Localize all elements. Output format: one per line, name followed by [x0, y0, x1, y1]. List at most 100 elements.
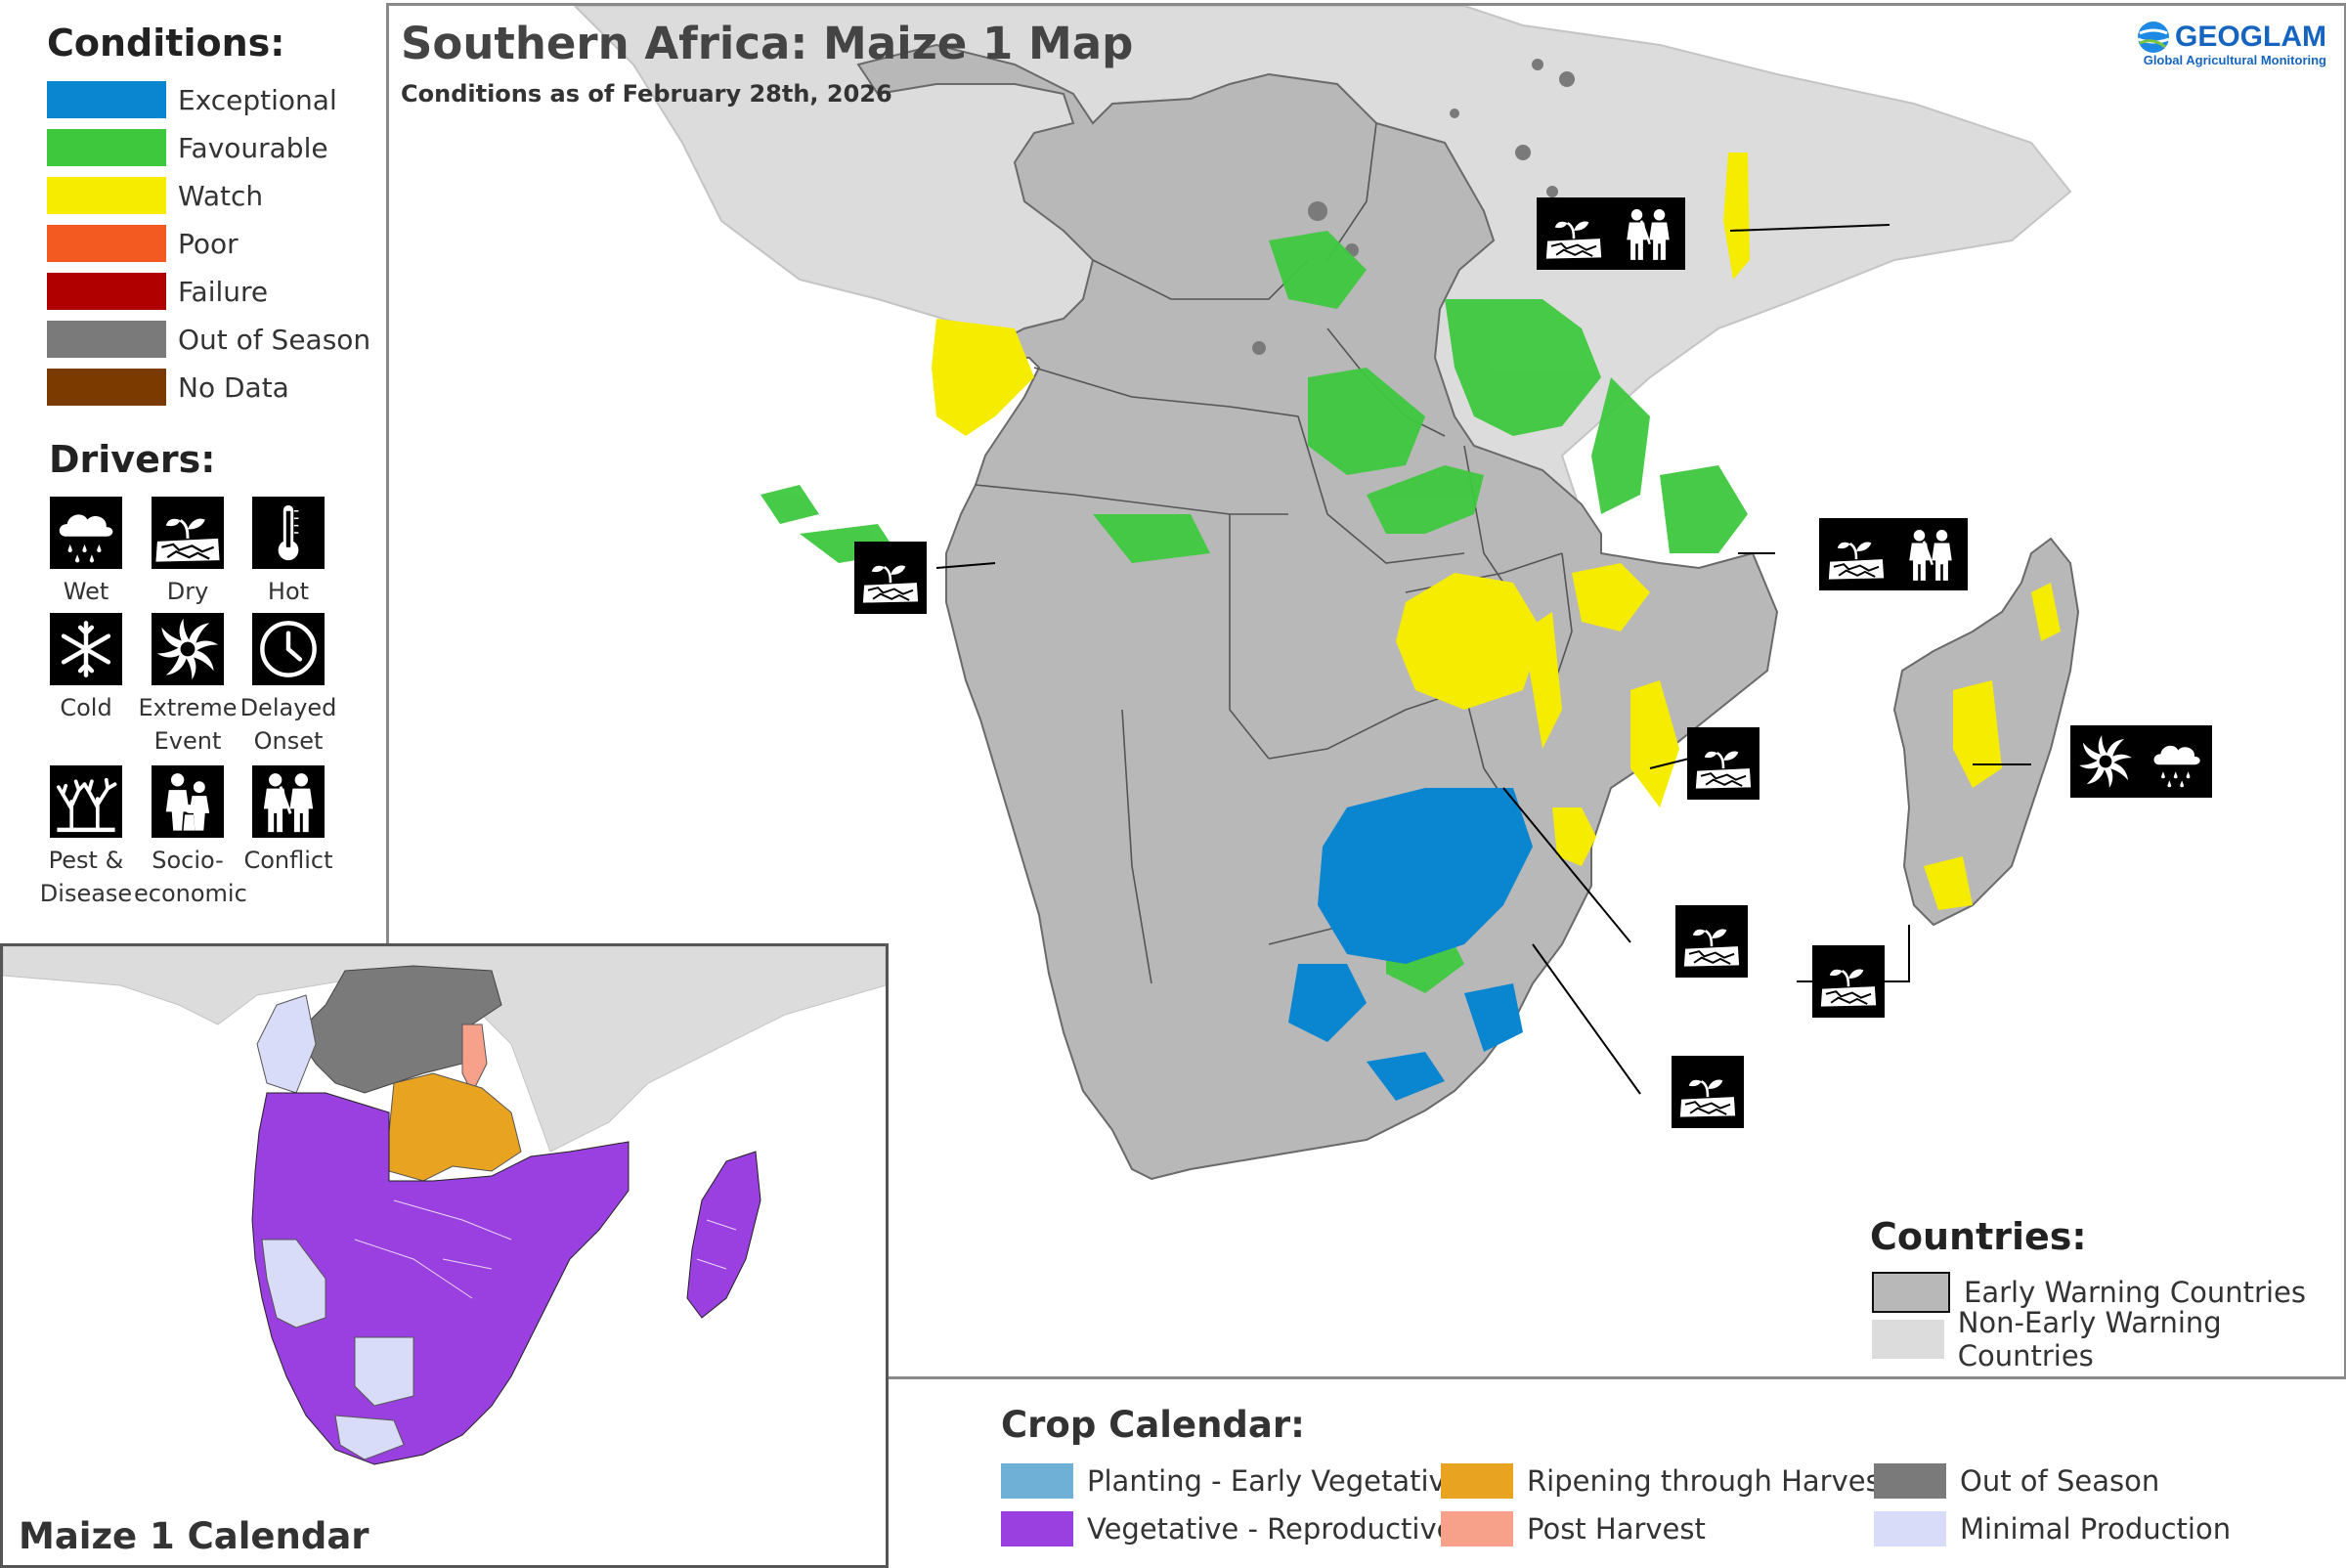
- socio-economic-icon: [152, 765, 224, 838]
- condition-exceptional: Exceptional: [47, 80, 337, 119]
- extreme-event-icon: [2074, 730, 2137, 793]
- driver-cold: Cold: [32, 613, 140, 724]
- condition-poor: Poor: [47, 224, 239, 263]
- non-early-warning-swatch: [1872, 1320, 1944, 1359]
- inset-minimal-production-namibia: [354, 1336, 414, 1407]
- countries-heading: Countries:: [1870, 1215, 2087, 1258]
- map-title: Southern Africa: Maize 1 Map: [401, 18, 1134, 69]
- driver-pest-disease: Pest & Disease: [32, 765, 140, 910]
- condition-swatch: [47, 81, 166, 118]
- inset-title: Maize 1 Calendar: [19, 1515, 369, 1557]
- condition-label: Watch: [178, 179, 264, 212]
- condition-label: No Data: [178, 370, 289, 404]
- out-of-season-areas: [1252, 59, 1575, 355]
- crop-calendar-label: Planting - Early Vegetative: [1087, 1464, 1463, 1498]
- callout-leaders: [935, 224, 2031, 1095]
- non-early-warning-label: Non-Early Warning Countries: [1957, 1306, 2222, 1372]
- condition-no-data: No Data: [47, 368, 289, 407]
- conflict-icon: [252, 765, 325, 838]
- callout-angola[interactable]: [854, 542, 927, 614]
- early-warning-swatch: [1872, 1272, 1950, 1313]
- dry-icon: [1676, 1061, 1739, 1123]
- inset-map[interactable]: Maize 1 Calendar: [0, 943, 889, 1568]
- driver-wet: Wet: [32, 497, 140, 608]
- cold-icon: [50, 613, 122, 685]
- dry-icon: [1680, 910, 1743, 973]
- map-subtitle: Conditions as of February 28th, 2026: [401, 80, 892, 108]
- logo-subtext: Global Agricultural Monitoring: [2143, 53, 2326, 67]
- conditions-heading: Conditions:: [47, 22, 285, 65]
- crop-calendar-label: Minimal Production: [1960, 1512, 2232, 1546]
- countries-legend: Early Warning Countries Non-Early Warnin…: [1872, 1269, 2344, 1372]
- inset-post-harvest: [461, 1024, 488, 1095]
- dry-icon: [1825, 523, 1888, 586]
- conflict-icon: [1617, 202, 1679, 265]
- watch-areas: [932, 152, 2061, 910]
- driver-label: Delayed Onset: [239, 694, 337, 755]
- callout-madagascar[interactable]: [2070, 725, 2212, 798]
- legend-early-warning: Early Warning Countries: [1872, 1269, 2344, 1316]
- inset-canvas[interactable]: [3, 946, 886, 1565]
- crop-calendar-swatch: [1874, 1463, 1946, 1499]
- crop-calendar-swatch: [1001, 1463, 1073, 1499]
- driver-label: Dry: [166, 578, 209, 605]
- condition-label: Exceptional: [178, 83, 337, 116]
- driver-conflict: Conflict: [235, 765, 342, 877]
- condition-favourable: Favourable: [47, 128, 328, 167]
- dry-icon: [1817, 950, 1880, 1013]
- condition-swatch: [47, 369, 166, 406]
- hot-icon: [252, 497, 325, 569]
- globe-icon: [2137, 22, 2170, 53]
- callout-southern-madagascar[interactable]: [1812, 945, 1885, 1018]
- inset-madagascar: [686, 1151, 761, 1319]
- early-warning-label: Early Warning Countries: [1964, 1276, 2306, 1309]
- crop-calendar-label: Vegetative - Reproductive: [1087, 1512, 1455, 1546]
- crop-calendar-swatch: [1441, 1463, 1513, 1499]
- driver-label: Socio-economic: [134, 847, 247, 907]
- drivers-heading: Drivers:: [49, 438, 216, 481]
- wet-icon: [2146, 730, 2208, 793]
- condition-out-of-season: Out of Season: [47, 320, 370, 359]
- conflict-icon: [1899, 523, 1962, 586]
- crop-calendar-swatch: [1441, 1511, 1513, 1546]
- driver-label: Cold: [60, 694, 112, 721]
- exceptional-areas: [1288, 788, 1533, 1101]
- callout-central-mozambique[interactable]: [1687, 727, 1760, 800]
- condition-swatch: [47, 129, 166, 166]
- condition-swatch: [47, 177, 166, 214]
- crop-calendar-item: Vegetative - Reproductive: [1001, 1511, 1454, 1546]
- wet-icon: [50, 497, 122, 569]
- driver-extreme-event: Extreme Event: [134, 613, 241, 758]
- inset-vegetative: [251, 1092, 630, 1465]
- driver-hot: Hot: [235, 497, 342, 608]
- crop-calendar-heading: Crop Calendar:: [1001, 1404, 1305, 1446]
- condition-failure: Failure: [47, 272, 268, 311]
- geoglam-logo: GEOGLAM Global Agricultural Monitoring: [2121, 20, 2326, 67]
- condition-label: Out of Season: [178, 323, 371, 356]
- inset-minimal-production-south: [334, 1415, 405, 1460]
- crop-calendar-swatch: [1874, 1511, 1946, 1546]
- crop-calendar-item: Planting - Early Vegetative: [1001, 1463, 1463, 1499]
- condition-label: Failure: [178, 275, 269, 308]
- callout-eswatini[interactable]: [1672, 1056, 1744, 1128]
- dry-icon: [152, 497, 224, 569]
- driver-dry: Dry: [134, 497, 241, 608]
- driver-label: Wet: [63, 578, 109, 605]
- crop-calendar-swatch: [1001, 1511, 1073, 1546]
- callout-northern-mozambique[interactable]: [1819, 518, 1968, 590]
- logo-text: GEOGLAM: [2175, 21, 2326, 53]
- map-canvas[interactable]: [389, 5, 2344, 1376]
- crop-calendar-item: Out of Season: [1874, 1463, 2159, 1499]
- condition-label: Favourable: [178, 131, 328, 164]
- condition-swatch: [47, 273, 166, 310]
- inset-minimal-production-west: [261, 1239, 326, 1328]
- callout-tanzania[interactable]: [1537, 197, 1685, 270]
- crop-calendar-label: Out of Season: [1960, 1464, 2160, 1498]
- crop-calendar-label: Ripening through Harvest: [1527, 1464, 1892, 1498]
- crop-calendar-item: Ripening through Harvest: [1441, 1463, 1891, 1499]
- condition-swatch: [47, 225, 166, 262]
- extreme-event-icon: [152, 613, 224, 685]
- crop-calendar-label: Post Harvest: [1527, 1512, 1706, 1546]
- callout-zimbabwe[interactable]: [1675, 905, 1748, 978]
- driver-label: Pest & Disease: [39, 847, 133, 907]
